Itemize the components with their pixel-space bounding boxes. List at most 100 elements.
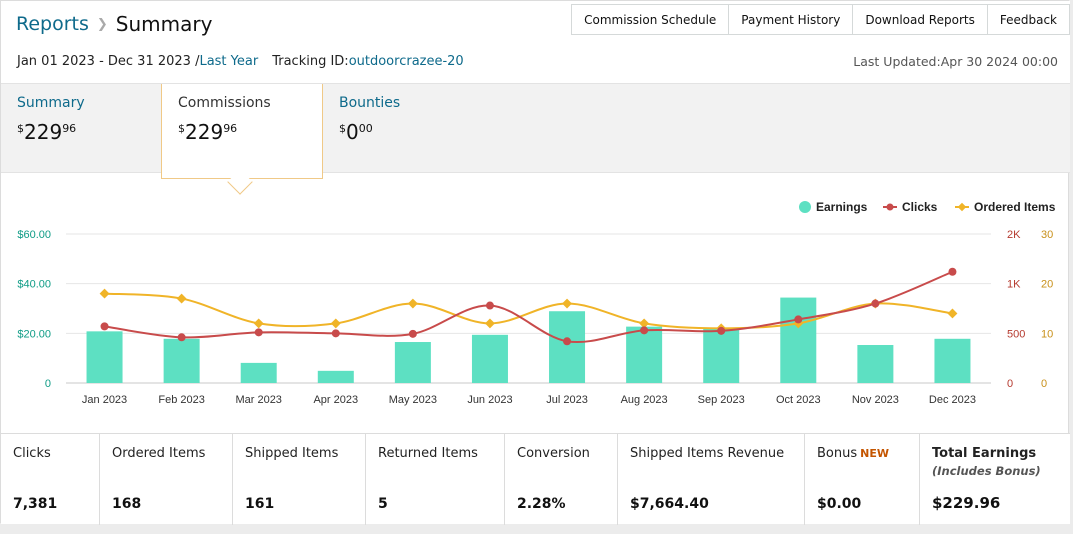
tab-summary-amount: $22996 [17, 120, 77, 144]
ordered-items-point [485, 318, 495, 329]
clicks-point [485, 301, 494, 310]
clicks-point [871, 299, 880, 308]
clicks-point [408, 329, 417, 338]
stat-label: Shipped Items Revenue [630, 446, 785, 461]
earnings-bar [163, 338, 200, 383]
tab-commissions-amount: $22996 [178, 120, 238, 144]
report-header: Reports ❯ Summary Commission Schedule Pa… [1, 1, 1070, 83]
legend-items-swatch [957, 202, 967, 212]
clicks-point [254, 328, 263, 337]
stat-value: $229.96 [932, 494, 1001, 512]
stat-value: $7,664.40 [630, 496, 709, 512]
tab-summary-label: Summary [17, 95, 85, 111]
stat-conversion: Conversion 2.28% [505, 434, 618, 525]
clicks-line [104, 270, 953, 344]
date-range-text: Jan 01 2023 - Dec 31 2023 / [17, 54, 200, 69]
left-axis-tick-label: $60.00 [17, 229, 51, 241]
legend-earnings-swatch [799, 201, 811, 213]
x-axis-tick-label: Jun 2023 [467, 394, 512, 406]
stat-value: 161 [245, 496, 275, 512]
x-axis-tick-label: Apr 2023 [313, 394, 358, 406]
x-axis-tick-label: Nov 2023 [852, 394, 899, 406]
earnings-bar [626, 326, 663, 383]
earnings-bar [780, 297, 817, 383]
last-year-link[interactable]: Last Year [199, 54, 259, 69]
stat-label: Ordered Items [112, 446, 206, 461]
stat-label: Clicks [13, 446, 51, 461]
stats-bar: Clicks 7,381 Ordered Items 168 Shipped I… [1, 433, 1070, 525]
earnings-bar [86, 331, 123, 383]
legend-clicks-swatch [886, 203, 894, 211]
x-axis-tick-label: May 2023 [389, 394, 437, 406]
ordered-items-point [176, 293, 187, 304]
breadcrumb: Reports ❯ Summary [16, 12, 212, 36]
stat-note: (Includes Bonus) [932, 464, 1041, 478]
ordered-items-point [99, 288, 110, 299]
stat-value: 2.28% [517, 496, 566, 512]
tab-summary[interactable]: Summary $22996 [1, 84, 161, 174]
last-updated-text: Last Updated:Apr 30 2024 00:00 [853, 54, 1058, 69]
stat-shipped-revenue: Shipped Items Revenue $7,664.40 [618, 434, 805, 525]
left-axis-tick-label: 0 [45, 378, 51, 390]
stat-label: Total Earnings [932, 446, 1037, 461]
ordered-items-line [104, 292, 953, 330]
clicks-point [563, 337, 572, 346]
tab-bounties-amount: $000 [339, 120, 373, 144]
right-axis-items-tick-label: 20 [1041, 279, 1053, 291]
clicks-point [177, 333, 186, 342]
right-axis-clicks-tick-label: 500 [1007, 328, 1025, 340]
earnings-bar [317, 370, 354, 383]
chevron-right-icon: ❯ [96, 16, 108, 32]
new-badge: NEW [860, 447, 889, 460]
earnings-bar [471, 334, 508, 383]
stat-label: Returned Items [378, 446, 478, 461]
earnings-chart: $60.00 $40.00 $20.00 0 2K 1K 500 0 30 20 10 0 Jan 20… [17, 200, 1056, 406]
earnings-bar [394, 342, 431, 383]
clicks-point [100, 322, 109, 331]
stat-value: 168 [112, 496, 142, 512]
right-axis-items-tick-label: 10 [1041, 328, 1053, 340]
left-axis-tick-label: $40.00 [17, 279, 51, 291]
legend-label: Clicks [902, 200, 938, 214]
x-axis-tick-label: Feb 2023 [158, 394, 204, 406]
report-nav-buttons: Commission Schedule Payment History Down… [571, 4, 1070, 35]
clicks-point [717, 326, 726, 335]
right-axis-clicks-tick-label: 1K [1007, 279, 1021, 291]
commission-schedule-button[interactable]: Commission Schedule [572, 5, 730, 34]
download-reports-button[interactable]: Download Reports [853, 5, 988, 34]
left-axis-tick-label: $20.00 [17, 328, 51, 340]
legend-label: Earnings [816, 200, 868, 214]
tracking-id-link[interactable]: outdoorcrazee-20 [348, 54, 464, 69]
ordered-items-point [947, 308, 958, 319]
earnings-bar [240, 362, 277, 383]
earnings-bar [934, 338, 971, 383]
x-axis-tick-label: Oct 2023 [776, 394, 821, 406]
stat-ordered-items: Ordered Items 168 [100, 434, 233, 525]
tab-commissions[interactable]: Commissions $22996 [161, 84, 323, 179]
payment-history-button[interactable]: Payment History [729, 5, 854, 34]
date-range-row: Jan 01 2023 - Dec 31 2023 / Last Year Tr… [17, 54, 464, 69]
page-title: Summary [115, 12, 213, 36]
legend-label: Ordered Items [974, 200, 1056, 214]
clicks-point [794, 315, 803, 324]
ordered-items-point [330, 318, 341, 329]
right-axis-clicks-tick-label: 0 [1007, 378, 1013, 390]
earnings-bar [857, 345, 894, 383]
stat-value: $0.00 [817, 496, 862, 512]
breadcrumb-reports-link[interactable]: Reports [16, 13, 89, 35]
tab-bounties[interactable]: Bounties $000 [323, 84, 483, 174]
stat-clicks: Clicks 7,381 [1, 434, 100, 525]
stat-label: Conversion [517, 446, 590, 461]
ordered-items-point [639, 318, 650, 329]
right-axis-items-tick-label: 30 [1041, 229, 1053, 241]
x-axis-tick-label: Mar 2023 [235, 394, 281, 406]
stat-returned-items: Returned Items 5 [366, 434, 505, 525]
feedback-button[interactable]: Feedback [987, 5, 1070, 34]
x-axis-tick-label: Jul 2023 [546, 394, 588, 406]
stat-bonus: Bonus NEW $0.00 [805, 434, 920, 525]
x-axis-tick-label: Jan 2023 [82, 394, 127, 406]
tab-bounties-label: Bounties [339, 95, 401, 111]
clicks-point [640, 326, 649, 335]
stat-value: 7,381 [13, 496, 58, 512]
